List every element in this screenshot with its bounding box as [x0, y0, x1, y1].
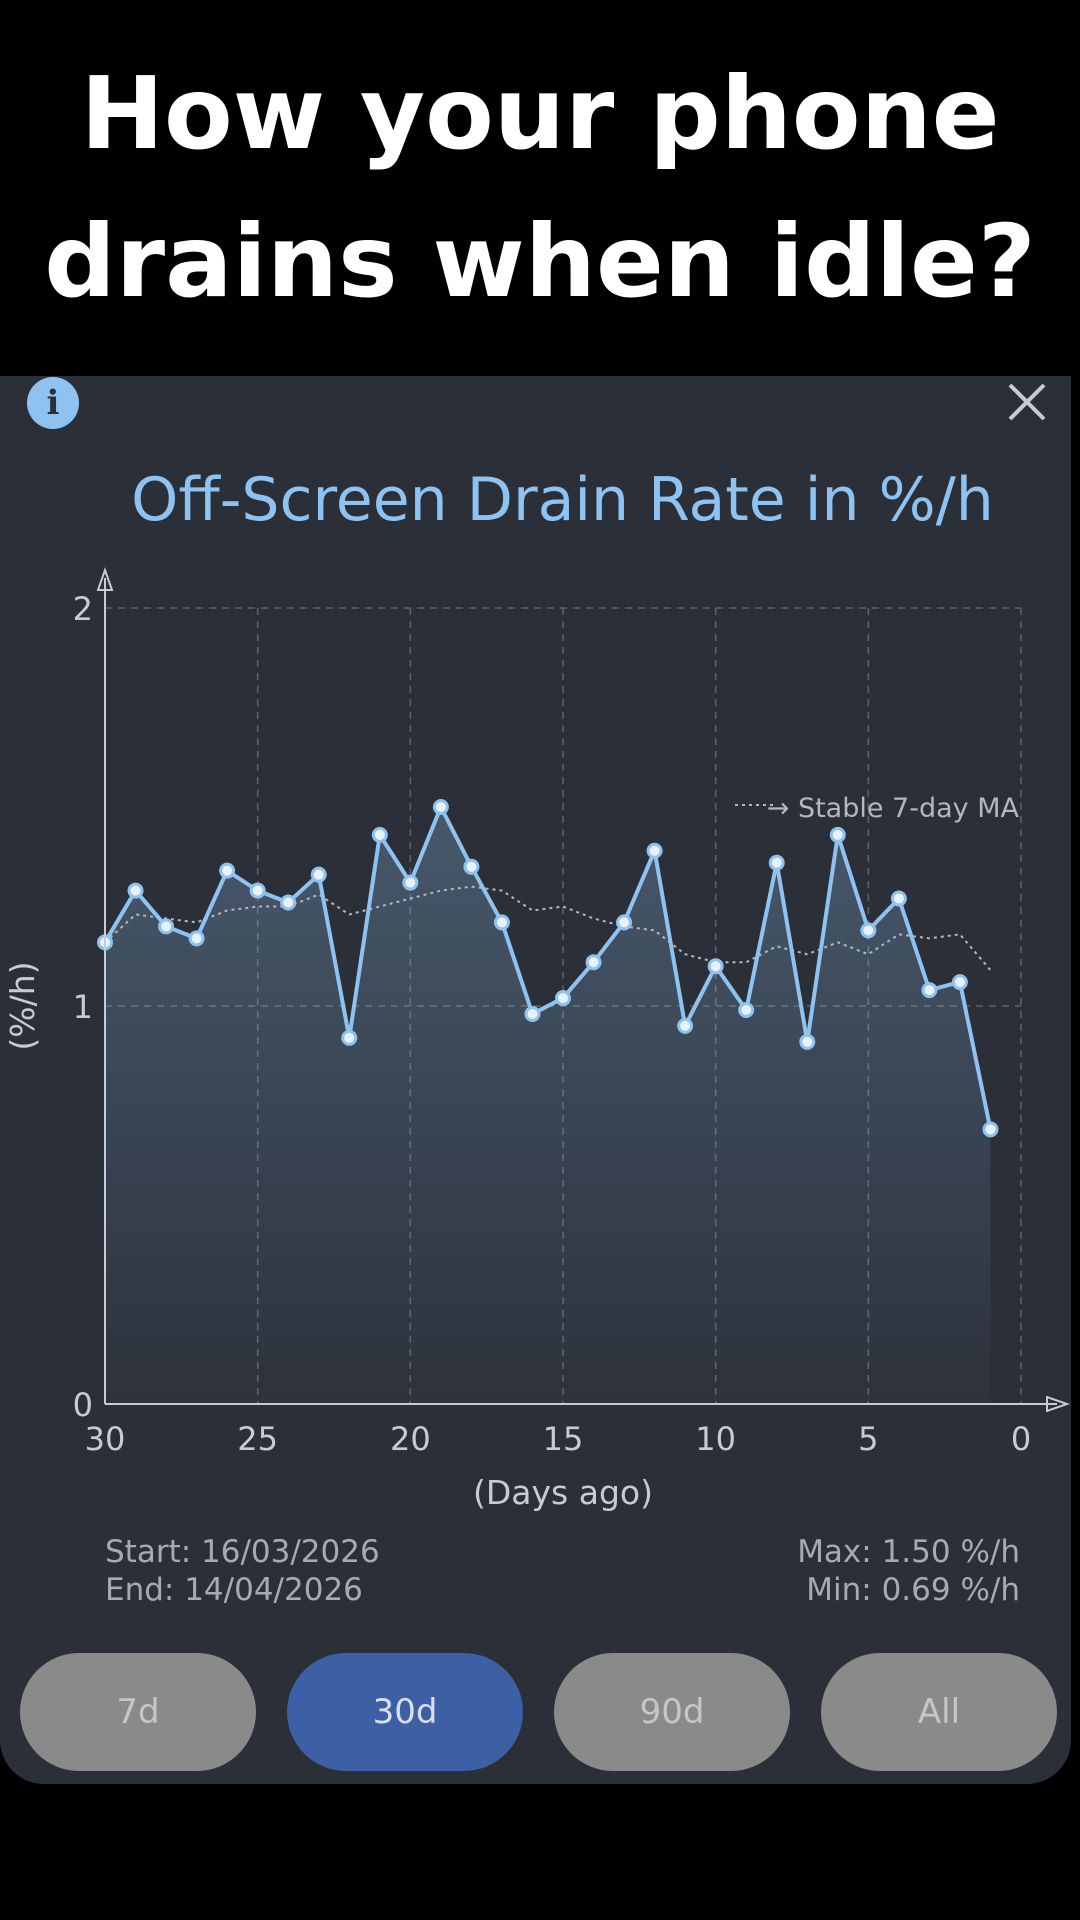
data-point	[829, 826, 846, 843]
data-point	[707, 958, 724, 975]
data-point	[768, 854, 785, 871]
min-value: Min: 0.69 %/h	[806, 1572, 1020, 1608]
x-tick-label: 30	[85, 1420, 126, 1458]
data-point	[646, 842, 663, 859]
data-point	[127, 882, 144, 899]
range-button-all[interactable]: All	[821, 1653, 1057, 1771]
data-point	[463, 858, 480, 875]
x-tick-label: 20	[390, 1420, 431, 1458]
range-button-7d[interactable]: 7d	[20, 1653, 256, 1771]
min-max-stats: Max: 1.50 %/h Min: 0.69 %/h	[797, 1533, 1020, 1609]
data-point	[799, 1033, 816, 1050]
data-point	[493, 914, 510, 931]
date-range-stats: Start: 16/03/2026 End: 14/04/2026	[105, 1533, 380, 1609]
x-tick-label: 25	[237, 1420, 278, 1458]
y-axis-label: (%/h)	[3, 961, 42, 1050]
data-point	[310, 866, 327, 883]
range-button-30d[interactable]: 30d	[287, 1653, 523, 1771]
y-tick-label: 1	[73, 988, 93, 1026]
x-tick-label: 5	[858, 1420, 878, 1458]
headline-line-2: drains when idle?	[44, 203, 1036, 320]
end-date: End: 14/04/2026	[105, 1572, 363, 1608]
x-tick-label: 15	[543, 1420, 584, 1458]
data-point	[677, 1017, 694, 1034]
data-point	[951, 974, 968, 991]
data-point	[402, 874, 419, 891]
y-axis-arrow	[96, 566, 114, 591]
data-point	[738, 1001, 755, 1018]
x-tick-label: 0	[1011, 1420, 1031, 1458]
data-point	[280, 894, 297, 911]
series-area	[105, 807, 991, 1404]
legend-label: → Stable 7-day MA	[767, 793, 1020, 824]
y-tick-label: 2	[73, 590, 93, 628]
x-axis-arrow	[1046, 1395, 1071, 1413]
range-button-90d[interactable]: 90d	[554, 1653, 790, 1771]
data-point	[158, 918, 175, 935]
headline: How your phone drains when idle?	[0, 0, 1080, 376]
data-point	[188, 930, 205, 947]
data-point	[982, 1121, 999, 1138]
info-icon[interactable]: i	[27, 377, 79, 429]
moving-average-line	[104, 885, 992, 971]
data-point	[616, 914, 633, 931]
data-point	[524, 1005, 541, 1022]
close-icon[interactable]	[1002, 377, 1052, 427]
headline-line-1: How your phone	[80, 55, 1000, 172]
data-point	[341, 1029, 358, 1046]
chart-title: Off-Screen Drain Rate in %/h	[131, 465, 994, 535]
start-date: Start: 16/03/2026	[105, 1534, 380, 1570]
data-point	[860, 922, 877, 939]
y-tick-label: 0	[73, 1386, 93, 1424]
data-point	[921, 982, 938, 999]
data-point	[890, 890, 907, 907]
max-value: Max: 1.50 %/h	[797, 1534, 1020, 1570]
x-axis-label: (Days ago)	[473, 1473, 653, 1512]
data-point	[249, 882, 266, 899]
data-point	[432, 799, 449, 815]
data-point	[371, 826, 388, 843]
data-point	[585, 954, 602, 971]
x-tick-label: 10	[695, 1420, 736, 1458]
data-point	[219, 862, 236, 879]
data-point	[555, 990, 571, 1007]
